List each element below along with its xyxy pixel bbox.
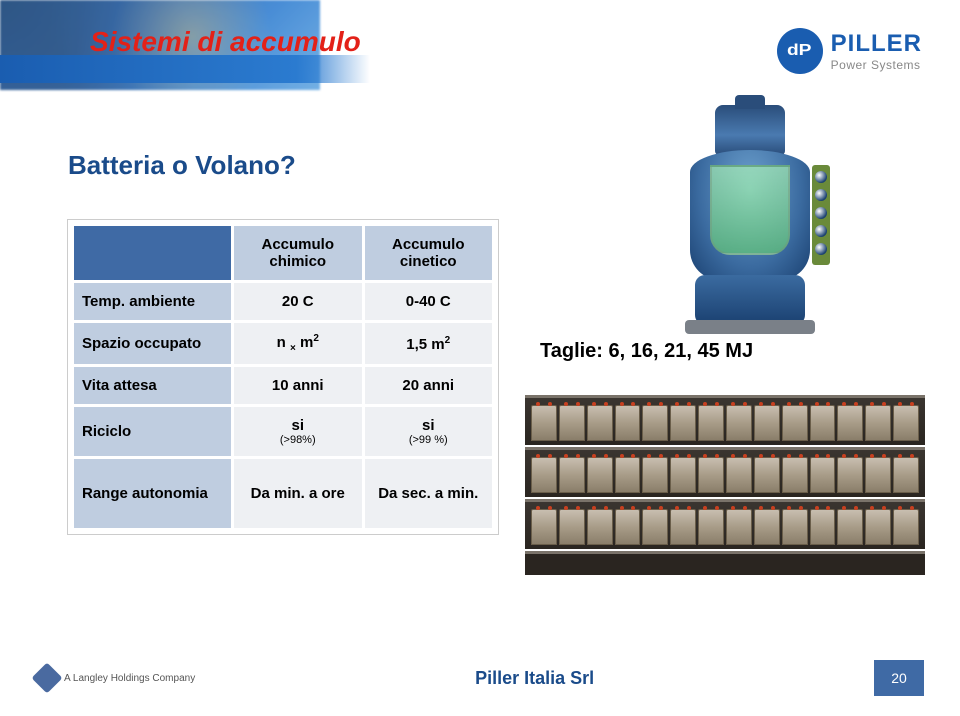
cell: 20 anni (363, 366, 494, 406)
rack-shelf (525, 395, 925, 445)
question-heading: Batteria o Volano? (68, 150, 296, 181)
row-label: Vita attesa (73, 366, 233, 406)
col-cinetico: Accumulo cinetico (363, 225, 494, 282)
page-number: 20 (874, 660, 924, 696)
col-chimico: Accumulo chimico (233, 225, 364, 282)
rack-shelf (525, 447, 925, 497)
langley-logo: A Langley Holdings Company (36, 667, 195, 689)
table-row: Vita attesa 10 anni 20 anni (73, 366, 494, 406)
table-corner (73, 225, 233, 282)
cell: si(>99 %) (363, 406, 494, 458)
footer: A Langley Holdings Company Piller Italia… (0, 660, 960, 696)
piller-logo-icon: dP (777, 28, 823, 74)
langley-icon (31, 662, 62, 693)
table-row: Riciclo si(>98%) si(>99 %) (73, 406, 494, 458)
cell: 20 C (233, 282, 364, 322)
cell: 10 anni (233, 366, 364, 406)
taglie-label: Taglie: 6, 16, 21, 45 MJ (540, 340, 753, 363)
row-label: Riciclo (73, 406, 233, 458)
cell: n × m2 (233, 322, 364, 366)
battery-rack-illustration (525, 395, 925, 595)
brand-name: PILLER (831, 30, 922, 58)
footer-company: Piller Italia Srl (475, 668, 594, 689)
langley-text: A Langley Holdings Company (64, 673, 195, 684)
cell: 1,5 m2 (363, 322, 494, 366)
rack-base (525, 551, 925, 575)
cell: si(>98%) (233, 406, 364, 458)
rack-shelf (525, 499, 925, 549)
row-label: Spazio occupato (73, 322, 233, 366)
table-row: Range autonomia Da min. a ore Da sec. a … (73, 458, 494, 530)
row-label: Range autonomia (73, 458, 233, 530)
table-row: Temp. ambiente 20 C 0-40 C (73, 282, 494, 322)
comparison-table: Accumulo chimico Accumulo cinetico Temp.… (68, 220, 498, 534)
table-row: Spazio occupato n × m2 1,5 m2 (73, 322, 494, 366)
brand-subtitle: Power Systems (831, 58, 922, 72)
piller-logo: dP PILLER Power Systems (777, 28, 922, 74)
row-label: Temp. ambiente (73, 282, 233, 322)
flywheel-illustration (680, 105, 820, 335)
cell: Da min. a ore (233, 458, 364, 530)
page-title: Sistemi di accumulo (90, 26, 361, 58)
cell: Da sec. a min. (363, 458, 494, 530)
cell: 0-40 C (363, 282, 494, 322)
header-band (0, 55, 370, 83)
